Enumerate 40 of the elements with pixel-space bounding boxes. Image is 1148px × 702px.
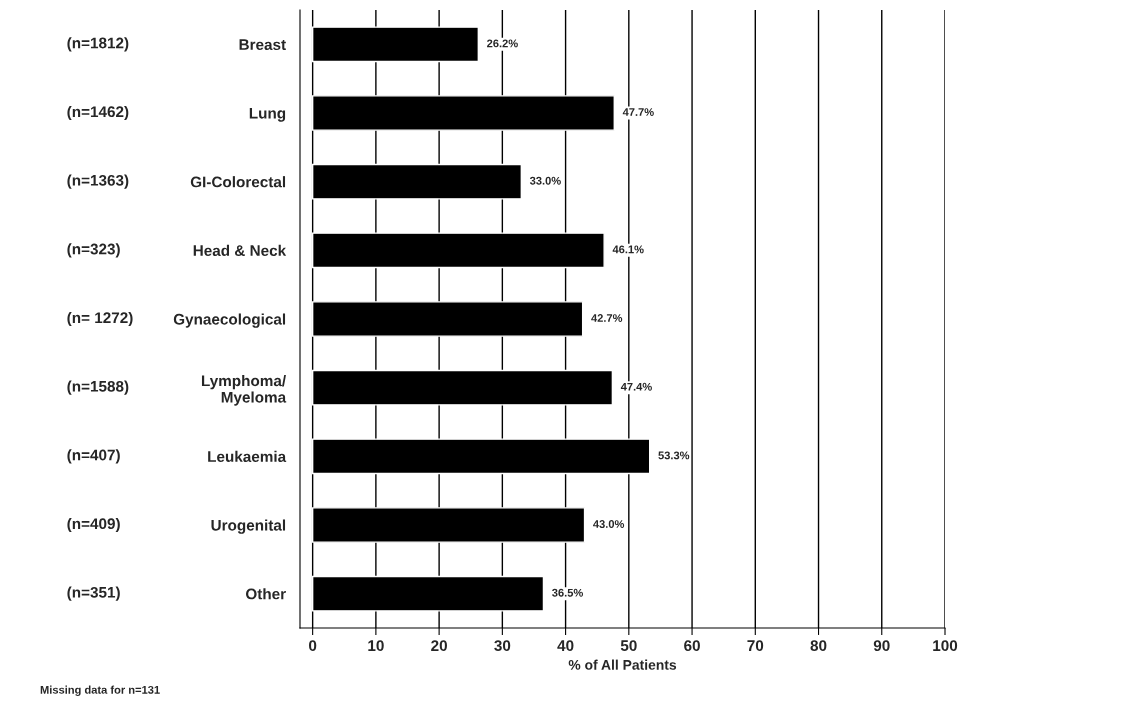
x-tick-label: 90 [873,640,890,652]
x-tick-label: 40 [557,640,574,652]
text: (n=1462) [67,105,129,121]
data-label: 33.0% [529,176,561,185]
y-tick-label: Breast [239,39,286,51]
data-label: 26.2% [487,39,518,48]
data-label: 36.5% [552,588,583,597]
text: (n=1363) [67,174,129,189]
text: (n=351) [67,586,120,601]
y-tick-label: Urogenital [211,519,286,534]
x-tick-label: 60 [684,640,700,652]
x-axis-title: % of All Patients [568,659,677,670]
x-tick-label: 50 [620,640,637,652]
data-label: 43.0% [593,520,625,528]
y-tick-label: Lung [249,107,286,122]
x-tick-label: 20 [431,640,447,652]
x-tick-label: 0 [309,640,317,652]
x-tick-label: 10 [368,640,384,652]
text: Missing data for n=131 [40,685,160,696]
y-tick-label: Lymphoma/ Myeloma [201,375,287,406]
text: (n=1588) [67,380,129,395]
data-label: 47.4% [620,382,652,391]
text: (n=323) [67,243,120,258]
data-label: 42.7% [591,314,623,322]
y-tick-label: Other [245,588,286,600]
x-tick-label: 80 [810,640,827,652]
text: (n=407) [67,449,120,464]
data-label: 53.3% [658,451,690,460]
x-tick-label: 30 [494,640,511,652]
data-label: 47.7% [622,108,654,116]
y-tick-label: Leukaemia [208,450,287,463]
x-tick-label: 70 [747,640,764,652]
text: (n=409) [67,517,120,533]
y-tick-label: GI-Colorectal [190,176,286,188]
text: (n= 1272) [67,311,133,327]
y-tick-label: Gynaecological [173,313,286,328]
text: (n=1812) [67,37,129,52]
y-tick-label: Head & Neck [193,244,287,257]
x-tick-label: 100 [933,640,958,652]
data-label: 46.1% [612,245,644,254]
